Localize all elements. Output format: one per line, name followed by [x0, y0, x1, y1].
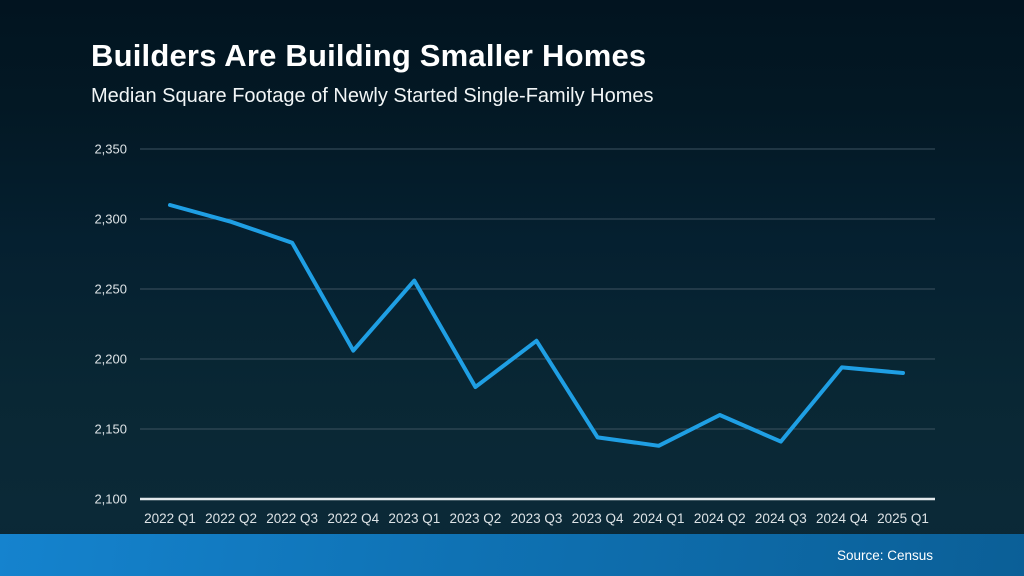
y-axis-tick-label: 2,200 — [94, 352, 127, 367]
x-axis-tick-label: 2024 Q2 — [694, 511, 746, 526]
chart-title: Builders Are Building Smaller Homes — [91, 38, 647, 73]
chart-subtitle: Median Square Footage of Newly Started S… — [91, 85, 654, 107]
x-axis-tick-label: 2023 Q1 — [388, 511, 440, 526]
x-axis-tick-label: 2022 Q3 — [266, 511, 318, 526]
x-axis-tick-label: 2025 Q1 — [877, 511, 929, 526]
data-line-series — [168, 203, 905, 448]
y-axis-tick-label: 2,150 — [94, 422, 127, 437]
y-axis-tick-label: 2,250 — [94, 282, 127, 297]
y-axis-tick-label: 2,300 — [94, 212, 127, 227]
footer-bar: Source: Census — [0, 534, 1024, 576]
source-label: Source: Census — [836, 547, 933, 563]
x-axis-tick-label: 2024 Q4 — [816, 511, 868, 526]
x-axis-tick-label: 2023 Q4 — [572, 511, 624, 526]
x-axis-tick-label: 2023 Q2 — [450, 511, 502, 526]
x-axis-tick-label: 2024 Q3 — [755, 511, 807, 526]
x-axis-tick-label: 2023 Q3 — [511, 511, 563, 526]
y-axis-tick-label: 2,350 — [94, 142, 127, 157]
x-axis-tick-label: 2022 Q4 — [327, 511, 379, 526]
y-axis-tick-label: 2,100 — [94, 492, 127, 507]
x-axis-tick-label: 2022 Q1 — [144, 511, 196, 526]
x-axis-tick-label: 2024 Q1 — [633, 511, 685, 526]
x-axis-tick-label: 2022 Q2 — [205, 511, 257, 526]
